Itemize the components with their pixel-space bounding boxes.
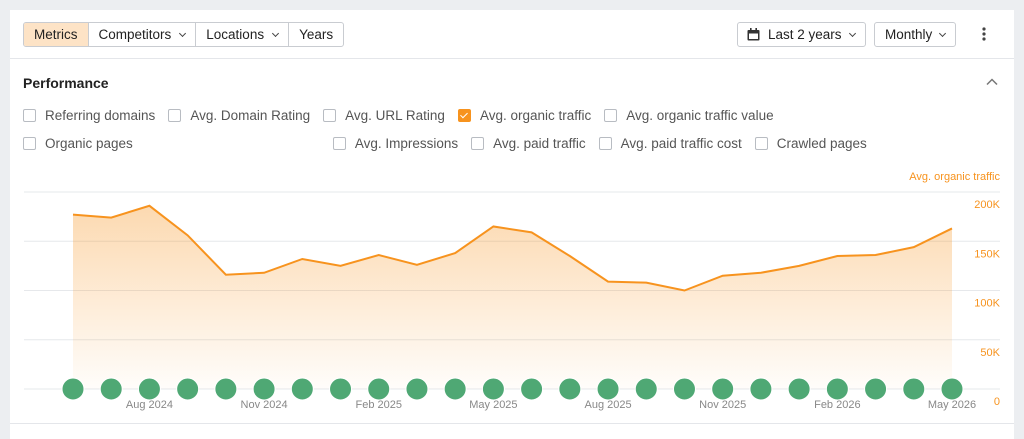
- checkbox[interactable]: [598, 136, 612, 150]
- update-marker: [137, 377, 161, 401]
- divider: [10, 58, 1014, 59]
- y-tick-label: 50K: [980, 347, 1000, 359]
- update-marker: [902, 377, 926, 401]
- update-marker: [214, 377, 238, 401]
- checkbox[interactable]: [332, 136, 346, 150]
- metric-list: Referring domains Avg. Domain Rating Avg. …: [23, 106, 953, 152]
- checkbox[interactable]: [23, 108, 36, 122]
- update-marker: [329, 377, 353, 401]
- update-marker: [787, 377, 811, 401]
- update-marker: [596, 377, 620, 401]
- tab[interactable]: Years: [288, 23, 343, 46]
- metric-option[interactable]: Avg. organic traffic: [457, 106, 592, 124]
- metric-label: Avg. organic traffic: [479, 107, 592, 123]
- y-tick-label: 150K: [974, 248, 1000, 260]
- x-tick-label: Feb 2026: [814, 399, 860, 411]
- calendar-icon: [747, 28, 760, 41]
- area: [73, 205, 952, 389]
- x-tick-label: Nov 2024: [241, 399, 288, 411]
- metric-label: Avg. Impressions: [354, 135, 459, 151]
- update-marker: [367, 377, 391, 401]
- divider: [10, 423, 1014, 424]
- metric-option[interactable]: Crawled pages: [754, 134, 867, 152]
- update-marker: [864, 377, 888, 401]
- update-marker: [711, 377, 735, 401]
- x-tick-label: Feb 2025: [355, 399, 401, 411]
- update-marker: [825, 377, 849, 401]
- metric-option[interactable]: Referring domains: [23, 106, 155, 124]
- metric-label: Referring domains: [45, 107, 156, 123]
- tab[interactable]: Competitors: [87, 23, 196, 46]
- metric-label: Avg. organic traffic value: [626, 107, 774, 123]
- update-marker: [520, 377, 544, 401]
- more-menu[interactable]: [980, 26, 988, 42]
- metric-option[interactable]: Avg. organic traffic value: [604, 106, 774, 124]
- y-tick-label: 100K: [974, 298, 1000, 310]
- update-marker: [405, 377, 429, 401]
- checkbox[interactable]: [604, 108, 618, 122]
- collapse-icon[interactable]: [986, 78, 998, 86]
- x-tick-label: May 2026: [928, 399, 976, 411]
- metric-label: Avg. Domain Rating: [190, 107, 311, 123]
- tab[interactable]: Metrics: [24, 23, 88, 46]
- metric-label: Crawled pages: [776, 135, 867, 151]
- checkbox[interactable]: [471, 136, 485, 150]
- checkbox[interactable]: [323, 108, 337, 122]
- update-marker: [940, 377, 964, 401]
- metric-option[interactable]: Avg. paid traffic cost: [598, 134, 742, 152]
- x-tick-label: May 2025: [469, 399, 517, 411]
- metric-option[interactable]: Avg. Impressions: [332, 134, 459, 152]
- metric-label: Organic pages: [45, 135, 133, 151]
- metric-label: Avg. URL Rating: [345, 107, 445, 123]
- checkbox[interactable]: [754, 136, 768, 150]
- update-marker: [634, 377, 658, 401]
- metric-option[interactable]: Avg. Domain Rating: [168, 106, 310, 124]
- checkbox[interactable]: [23, 136, 36, 150]
- update-marker: [558, 377, 582, 401]
- update-marker: [481, 377, 505, 401]
- y-tick-label: 200K: [974, 199, 1000, 211]
- axis-title: Avg. organic traffic: [909, 171, 1000, 183]
- metric-option[interactable]: Avg. URL Rating: [323, 106, 445, 124]
- checkbox[interactable]: [457, 108, 471, 122]
- update-marker: [99, 377, 123, 401]
- metric-option[interactable]: Organic pages: [23, 134, 133, 152]
- update-marker: [61, 377, 85, 401]
- update-marker: [443, 377, 467, 401]
- update-marker: [252, 377, 276, 401]
- y-tick-label: 0: [994, 396, 1000, 408]
- metric-label: Avg. paid traffic: [493, 135, 586, 151]
- update-marker: [749, 377, 773, 401]
- x-tick-label: Nov 2025: [699, 399, 746, 411]
- tab[interactable]: Locations: [195, 23, 288, 46]
- section-title: Performance: [23, 75, 109, 91]
- date-range[interactable]: Last 2 years: [737, 22, 866, 47]
- x-tick-label: Aug 2024: [126, 399, 173, 411]
- x-tick-label: Aug 2025: [584, 399, 631, 411]
- update-marker: [290, 377, 314, 401]
- update-marker: [672, 377, 696, 401]
- tab-group: Metrics Competitors Locations Years: [23, 22, 345, 47]
- checkbox[interactable]: [168, 108, 182, 122]
- metric-label: Avg. paid traffic cost: [620, 135, 742, 151]
- line: [72, 204, 953, 292]
- interval[interactable]: Monthly: [874, 22, 957, 47]
- update-marker: [176, 377, 200, 401]
- metric-option[interactable]: Avg. paid traffic: [471, 134, 586, 152]
